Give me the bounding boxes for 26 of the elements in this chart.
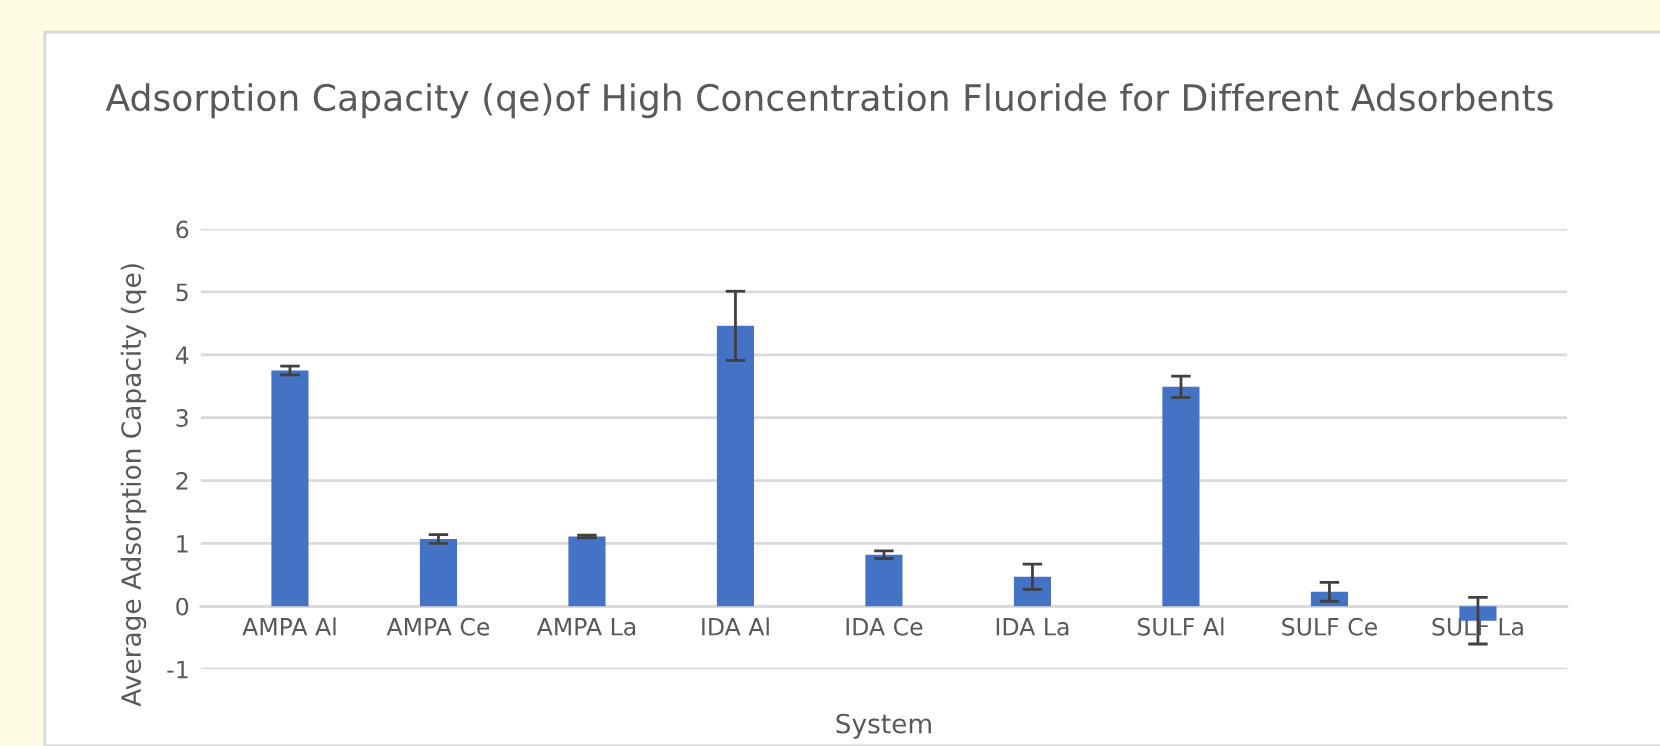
y-tick-label: 0: [176, 597, 189, 616]
y-tick-label: 1: [177, 535, 188, 553]
bar: [271, 370, 309, 607]
x-tick-label: SULF Al: [1137, 617, 1224, 636]
y-axis-title: Average Adsorption Capacity (qe): [120, 264, 147, 707]
y-tick-label: 6: [176, 220, 189, 239]
bar: [865, 554, 903, 607]
y-tick-label: -1: [167, 660, 188, 679]
bar: [419, 539, 458, 607]
bar: [716, 325, 755, 607]
x-tick-label: IDA Ce: [846, 617, 923, 636]
x-axis-title: System: [836, 713, 931, 739]
bar: [1162, 386, 1200, 607]
x-tick-label: IDA Al: [702, 617, 769, 636]
x-tick-label: IDA La: [996, 618, 1069, 636]
y-tick-label: 4: [175, 346, 189, 364]
bar: [568, 536, 606, 607]
y-tick-label: 5: [176, 283, 188, 302]
chart-title: Adsorption Capacity (qe)of High Concentration Fluoride for Different Adsorbents: [105, 83, 1553, 119]
x-tick-label: AMPA Al: [242, 617, 336, 636]
x-tick-label: AMPA La: [536, 618, 636, 636]
x-tick-label: AMPA Ce: [386, 617, 490, 636]
y-tick-label: 3: [176, 409, 188, 427]
x-tick-label: SULF Ce: [1282, 617, 1377, 636]
bar: [1013, 576, 1052, 607]
y-tick-label: 2: [176, 471, 188, 490]
